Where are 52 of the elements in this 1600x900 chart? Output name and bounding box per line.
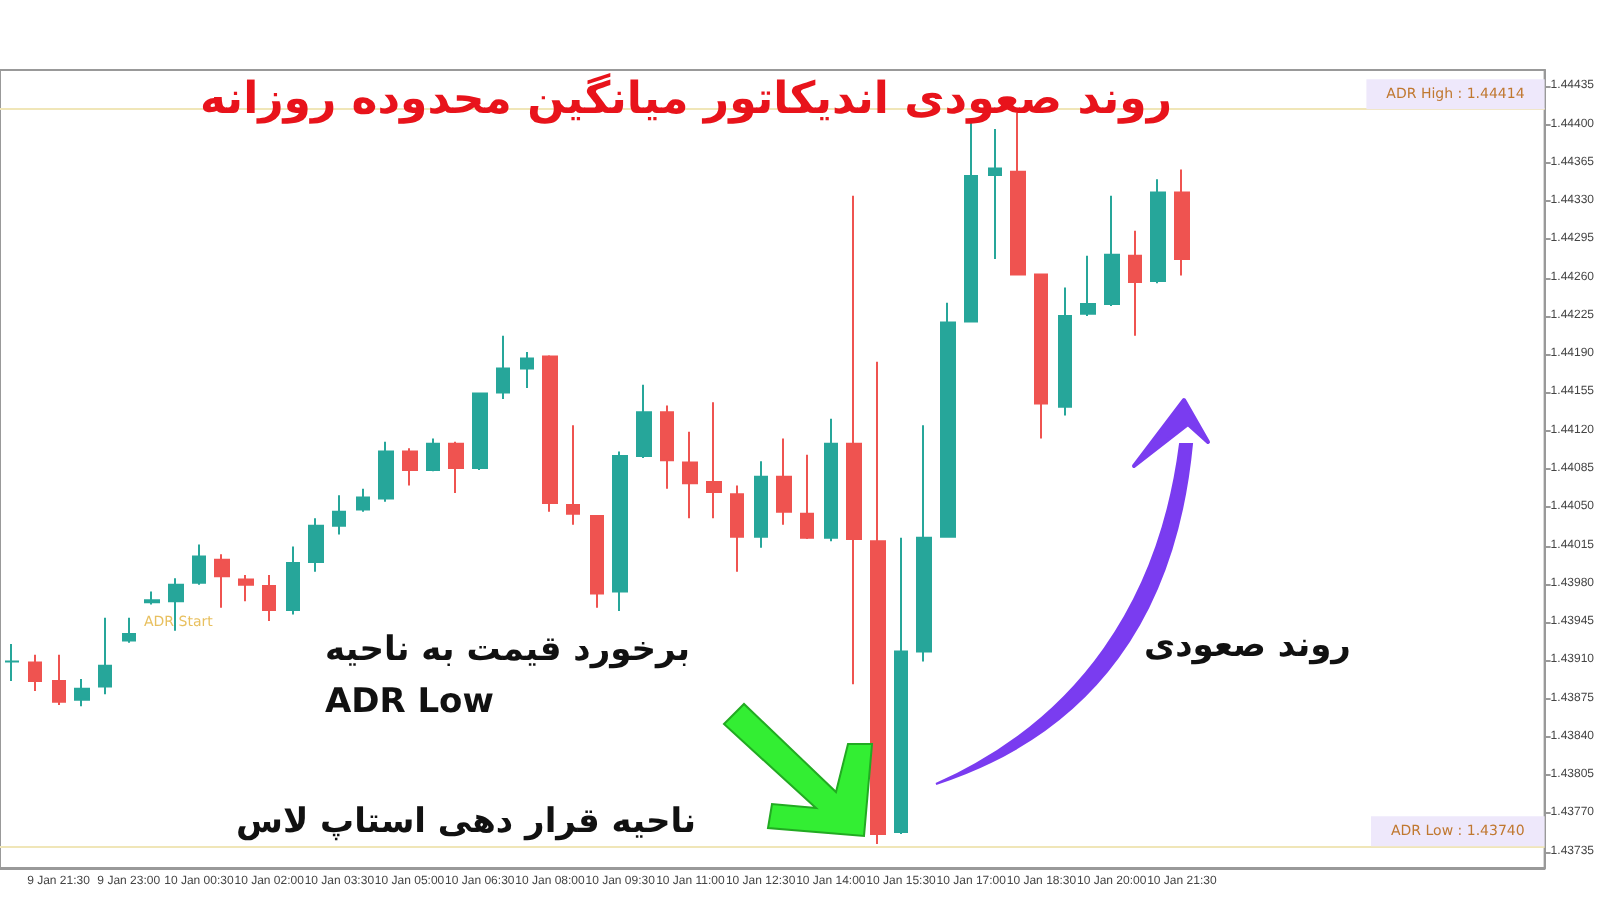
candlestick [706,401,722,520]
candlestick [496,334,510,401]
candlestick [74,677,90,708]
candlestick [1034,273,1048,440]
candlestick [776,437,792,526]
candlestick [214,553,230,609]
candlestick [846,194,862,686]
candlestick [590,515,604,609]
candlestick [98,616,112,696]
candlestick [988,128,1002,261]
candlestick [122,616,136,644]
candlestick [964,121,978,324]
candlestick [426,437,440,473]
candlestick [894,536,908,836]
candlestick [682,430,698,520]
candlestick [356,487,370,513]
candlestick [262,574,276,622]
candlestick [52,653,66,707]
candlestick [940,301,956,539]
chart-title: روند صعودی اندیکاتور میانگین محدوده روزانه [199,71,1173,125]
candlestick [1104,194,1120,308]
candlestick [824,417,838,543]
candlestick [730,484,744,573]
candlestick [144,590,160,606]
candlestick [472,391,488,472]
candlestick [332,494,346,536]
annotation: ناحیه قرار دهی استاپ لاس [236,802,697,842]
candlestick [1080,254,1096,317]
candlestick [916,424,932,663]
candlestick [4,642,20,683]
candlestick [636,383,652,460]
candlestick [1128,229,1142,337]
candlestick [1058,286,1072,417]
candlestick [192,543,206,586]
candlestick [870,360,886,845]
candlestick [754,460,768,549]
candlestick [378,440,394,503]
candlestick [542,354,558,513]
annotation: روند صعودی [1144,626,1351,666]
candlestick [660,404,674,490]
candlestick [1174,168,1190,277]
candlestick [308,517,324,573]
candlestick [238,574,254,603]
candlestick [28,653,42,692]
candlestick [520,351,534,390]
candlestick [612,450,628,613]
candlestick [566,424,580,526]
candlestick [1150,178,1166,285]
candlestick [448,440,464,495]
candlestick [286,545,300,616]
candlestick [402,447,418,487]
candlestick [800,453,814,540]
